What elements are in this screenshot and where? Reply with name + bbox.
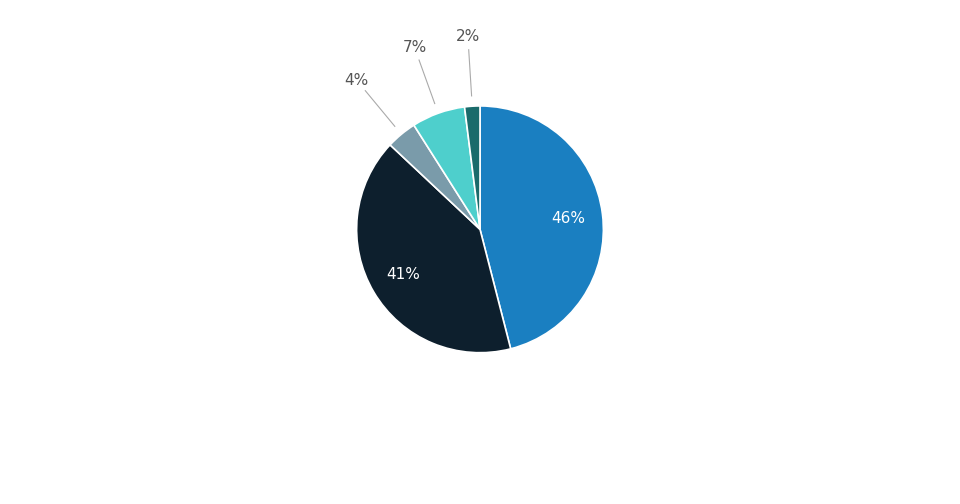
- Wedge shape: [414, 107, 480, 229]
- Wedge shape: [356, 145, 511, 353]
- Wedge shape: [465, 106, 480, 229]
- Wedge shape: [480, 106, 604, 349]
- Text: 2%: 2%: [456, 29, 480, 43]
- Text: 4%: 4%: [345, 73, 369, 88]
- Text: 7%: 7%: [402, 40, 426, 54]
- Text: 41%: 41%: [386, 267, 420, 282]
- Text: 46%: 46%: [551, 211, 586, 226]
- Wedge shape: [390, 125, 480, 229]
